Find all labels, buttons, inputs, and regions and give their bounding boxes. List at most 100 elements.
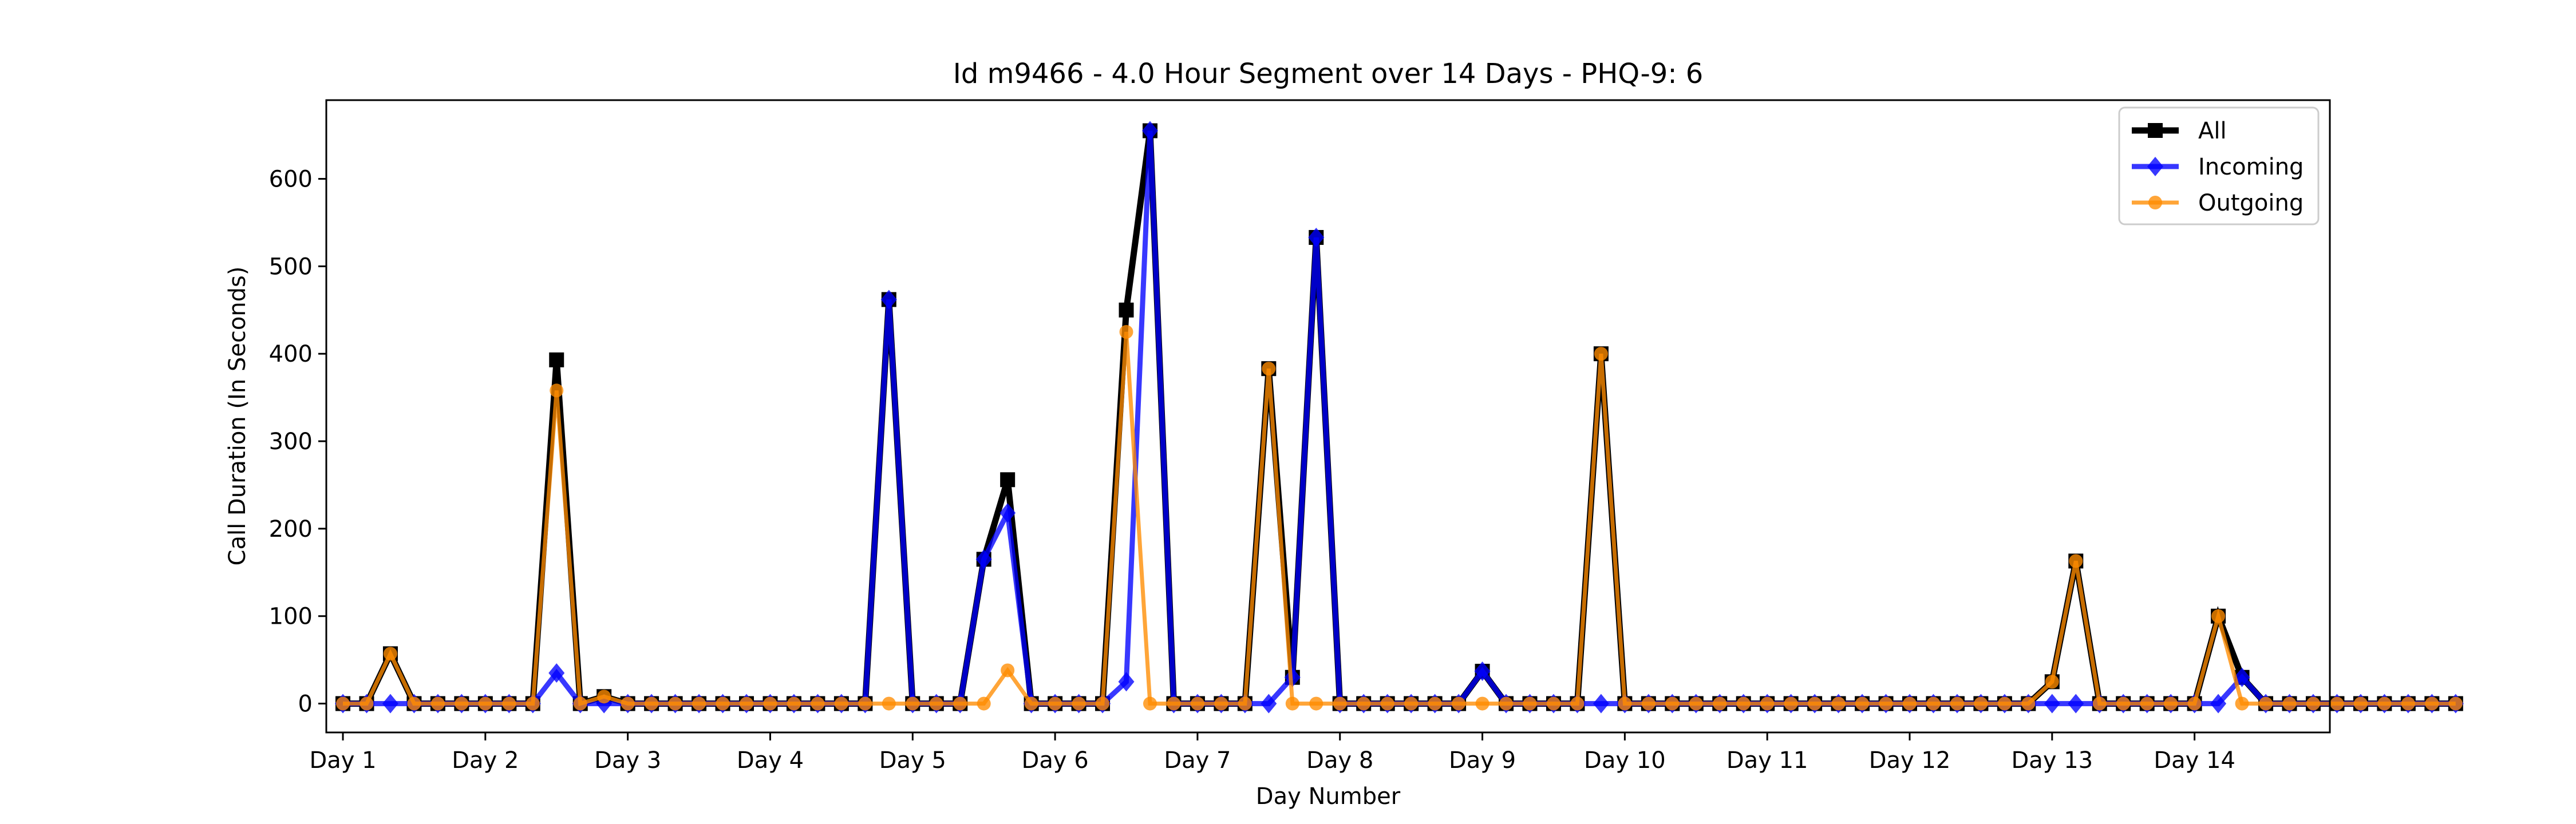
axis-ticks: 0 100 200 300 400 500 600 Day 1 Day 2 Day 3 Day 4 D… xyxy=(269,167,2235,774)
data-point-outgoing xyxy=(2282,696,2297,711)
data-point-incoming xyxy=(2210,694,2227,714)
data-point-outgoing xyxy=(1713,696,1727,711)
data-point-outgoing xyxy=(502,696,516,711)
data-point-outgoing xyxy=(1760,696,1775,711)
data-point-all xyxy=(1119,302,1134,318)
data-point-outgoing xyxy=(1665,696,1680,711)
data-point-outgoing xyxy=(1523,696,1537,711)
data-point-outgoing xyxy=(1926,696,1941,711)
data-point-outgoing xyxy=(2092,696,2107,711)
x-tick-label: Day 6 xyxy=(1022,747,1089,774)
data-point-incoming xyxy=(382,694,398,714)
data-point-outgoing xyxy=(2448,696,2463,711)
x-tick-label: Day 9 xyxy=(1449,747,1516,774)
data-point-outgoing xyxy=(2069,554,2083,568)
data-point-outgoing xyxy=(1380,696,1394,711)
data-point-outgoing xyxy=(929,696,943,711)
data-point-outgoing xyxy=(692,696,706,711)
data-point-outgoing xyxy=(1879,696,1893,711)
data-point-outgoing xyxy=(1285,696,1299,711)
data-point-outgoing xyxy=(1570,696,1585,711)
x-tick-label: Day 3 xyxy=(594,747,661,774)
data-point-outgoing xyxy=(1024,696,1038,711)
y-tick-label: 100 xyxy=(269,604,313,630)
x-tick-label: Day 5 xyxy=(879,747,946,774)
data-point-outgoing xyxy=(1618,696,1632,711)
data-point-outgoing xyxy=(1333,696,1347,711)
data-point-outgoing xyxy=(2425,696,2439,711)
data-point-incoming xyxy=(975,549,992,569)
data-point-outgoing xyxy=(573,696,587,711)
x-tick-label: Day 4 xyxy=(737,747,804,774)
series-layer xyxy=(335,121,2464,714)
data-point-outgoing xyxy=(1096,696,1110,711)
x-tick-label: Day 8 xyxy=(1306,747,1373,774)
data-point-outgoing xyxy=(2306,696,2320,711)
data-point-outgoing xyxy=(2045,675,2059,689)
legend-item-incoming: Incoming xyxy=(2132,154,2304,180)
data-point-incoming xyxy=(1261,694,1277,714)
x-tick-label: Day 12 xyxy=(1869,747,1951,774)
data-point-outgoing xyxy=(1902,696,1917,711)
data-point-outgoing xyxy=(2330,696,2344,711)
y-axis-label: Call Duration (In Seconds) xyxy=(224,267,251,566)
data-point-outgoing xyxy=(526,696,540,711)
data-point-outgoing xyxy=(858,696,872,711)
data-point-outgoing xyxy=(787,696,801,711)
data-point-outgoing xyxy=(359,696,374,711)
series-outgoing xyxy=(336,325,2463,711)
data-point-outgoing xyxy=(1452,696,1466,711)
data-point-outgoing xyxy=(2211,609,2226,623)
data-point-outgoing xyxy=(597,690,611,704)
data-point-outgoing xyxy=(383,647,397,661)
data-point-all xyxy=(1000,472,1016,488)
data-point-outgoing xyxy=(1831,696,1846,711)
data-point-outgoing xyxy=(716,696,730,711)
legend-item-outgoing: Outgoing xyxy=(2132,190,2304,216)
data-point-outgoing xyxy=(2116,696,2131,711)
data-point-incoming xyxy=(1308,227,1325,247)
data-point-outgoing xyxy=(1167,696,1181,711)
y-tick-label: 200 xyxy=(269,516,313,542)
data-point-outgoing xyxy=(1499,696,1514,711)
data-point-outgoing xyxy=(1428,696,1442,711)
data-point-outgoing xyxy=(1238,696,1252,711)
data-point-outgoing xyxy=(763,696,777,711)
y-tick-label: 400 xyxy=(269,341,313,367)
data-point-outgoing xyxy=(2021,696,2036,711)
data-point-outgoing xyxy=(1262,362,1276,376)
data-point-outgoing xyxy=(1214,696,1228,711)
data-point-outgoing xyxy=(1475,696,1490,711)
legend-swatch-marker xyxy=(2148,123,2163,138)
data-point-outgoing xyxy=(668,696,682,711)
data-point-outgoing xyxy=(1190,696,1204,711)
x-tick-label: Day 14 xyxy=(2154,747,2235,774)
data-point-outgoing xyxy=(740,696,754,711)
data-point-outgoing xyxy=(977,696,991,711)
data-point-outgoing xyxy=(645,696,659,711)
data-point-outgoing xyxy=(2164,696,2178,711)
data-point-outgoing xyxy=(953,696,967,711)
data-point-incoming xyxy=(2044,694,2060,714)
data-point-outgoing xyxy=(834,696,848,711)
data-point-outgoing xyxy=(430,696,445,711)
y-tick-label: 500 xyxy=(269,253,313,280)
data-point-all xyxy=(549,352,564,367)
data-point-outgoing xyxy=(2377,696,2392,711)
x-tick-label: Day 13 xyxy=(2012,747,2093,774)
data-point-outgoing xyxy=(2140,696,2154,711)
data-point-outgoing xyxy=(1784,696,1798,711)
plot-frame xyxy=(325,99,2331,734)
legend-box xyxy=(2118,106,2320,225)
data-point-outgoing xyxy=(1689,696,1703,711)
legend-label-all: All xyxy=(2198,118,2227,144)
data-point-outgoing xyxy=(1119,325,1133,339)
data-point-outgoing xyxy=(1974,696,1988,711)
data-point-outgoing xyxy=(1404,696,1419,711)
data-point-incoming xyxy=(1141,121,1158,141)
data-point-outgoing xyxy=(1143,696,1157,711)
data-point-outgoing xyxy=(1309,696,1323,711)
series-line-outgoing xyxy=(343,331,2456,707)
data-point-incoming xyxy=(999,503,1016,523)
